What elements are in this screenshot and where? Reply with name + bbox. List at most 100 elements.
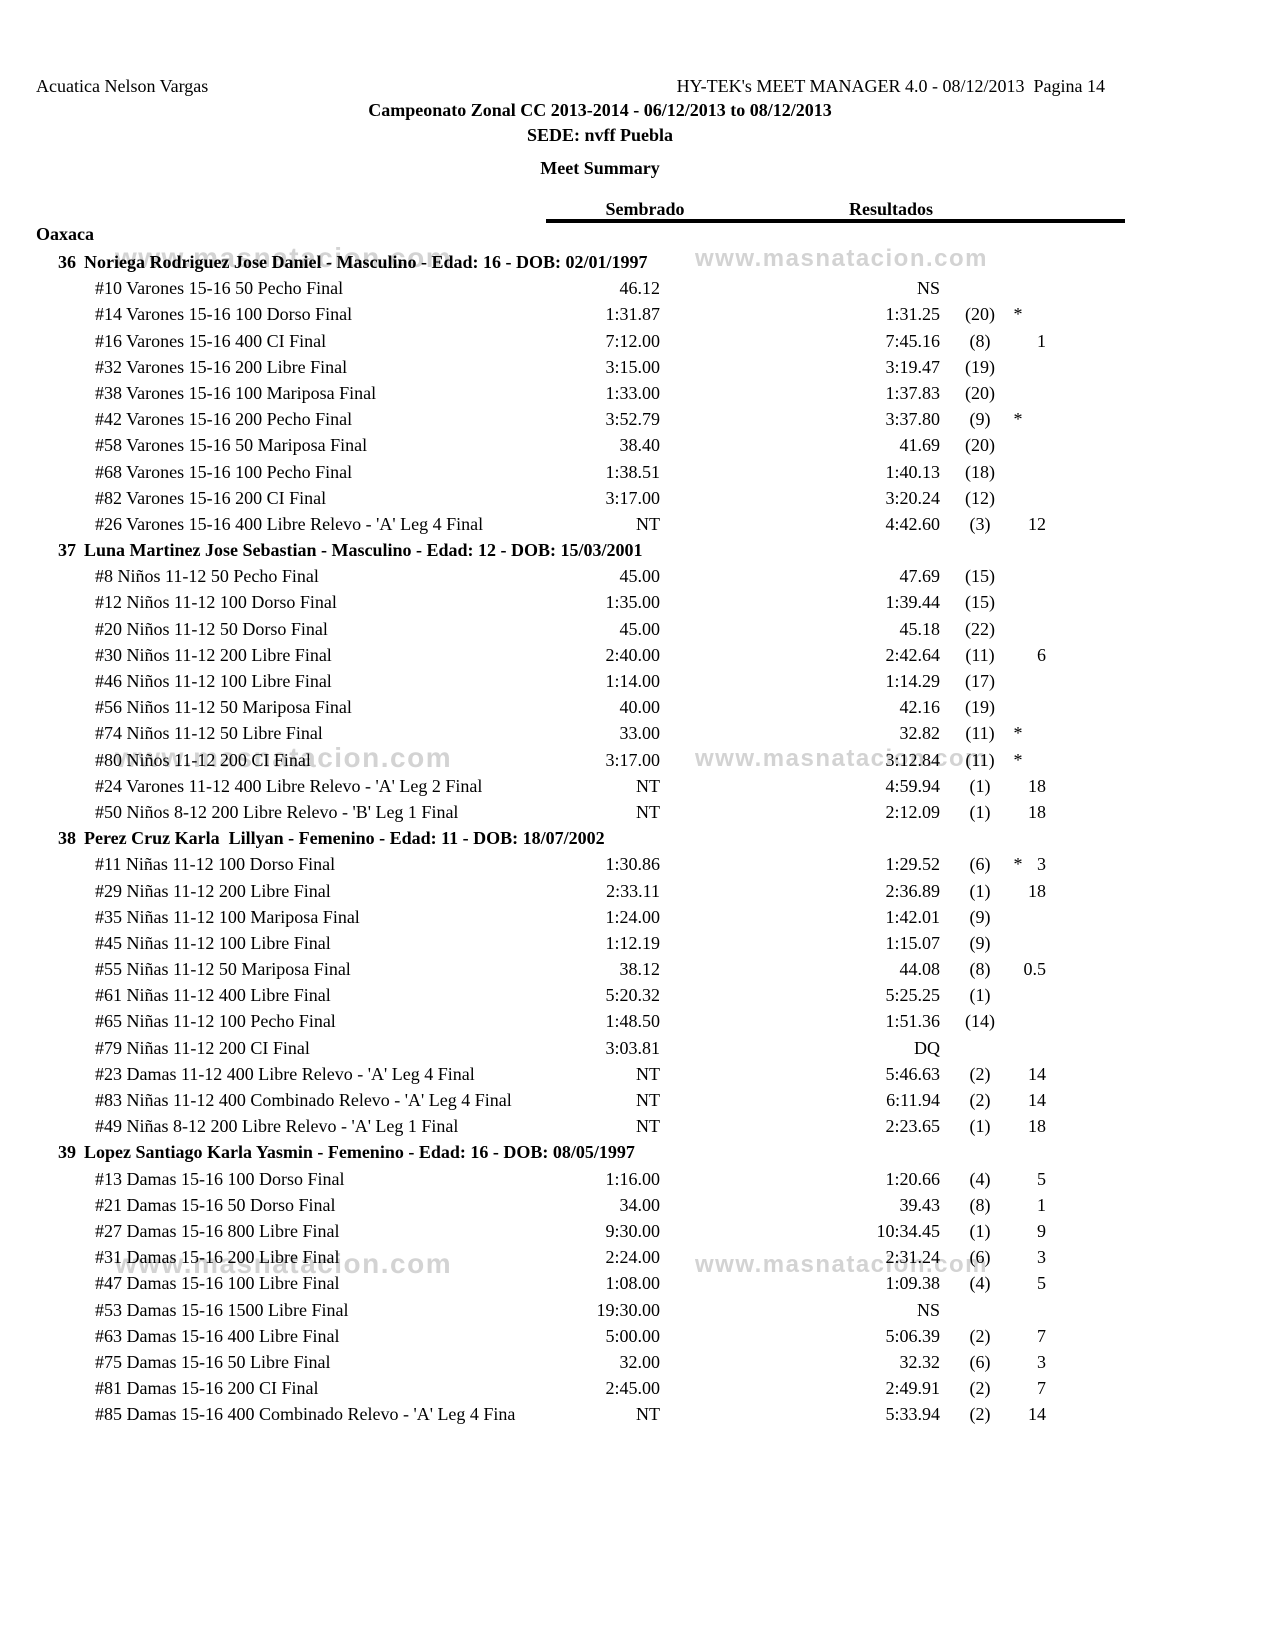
place: (2): [969, 1378, 991, 1399]
seed-time: NT: [636, 513, 660, 534]
seed-time: 7:12.00: [605, 330, 660, 351]
place: (2): [969, 1090, 991, 1110]
place: (1): [969, 985, 991, 1006]
points: 14: [1028, 1090, 1046, 1110]
team-name: Oaxaca: [36, 224, 94, 244]
result-time: 1:29.52: [885, 854, 940, 875]
event-row: #49 Niñas 8-12 200 Libre Relevo - 'A' Le…: [0, 1114, 1275, 1140]
record-flag: *: [1013, 723, 1023, 744]
seed-time: 1:08.00: [605, 1273, 660, 1294]
result-time: 1:40.13: [885, 461, 940, 482]
points: 18: [1028, 1116, 1046, 1137]
event-row: #11 Niñas 11-12 100 Dorso Final 1:30.86 1:…: [0, 852, 1275, 878]
swimmer-name: Perez Cruz Karla Lillyan - Femenino - Ed…: [84, 828, 605, 849]
event-row: #29 Niñas 11-12 200 Libre Final 2:33.11 2:…: [0, 879, 1275, 905]
result-time: 1:37.83: [885, 382, 940, 403]
result-time: 47.69: [899, 566, 941, 587]
event-row: #80 Niños 11-12 200 CI Final 3:17.00 3:12.…: [0, 748, 1275, 774]
seed-time: 2:33.11: [606, 880, 660, 901]
place: (20): [965, 304, 995, 325]
event-label: #63 Damas 15-16 400 Libre Final: [95, 1325, 340, 1346]
result-time: 2:23.65: [885, 1116, 940, 1137]
result-time: 41.69: [899, 435, 941, 456]
swimmer-name: Noriega Rodriguez Jose Daniel - Masculin…: [84, 252, 648, 272]
event-label: #56 Niños 11-12 50 Mariposa Final: [95, 697, 352, 718]
place: (11): [965, 644, 995, 665]
event-row: #16 Varones 15-16 400 CI Final 7:12.00 7:4…: [0, 329, 1275, 355]
seed-time: 1:30.86: [605, 854, 660, 875]
place: (15): [965, 566, 995, 587]
event-label: #23 Damas 11-12 400 Libre Relevo - 'A' L…: [95, 1063, 475, 1084]
points: 9: [1037, 1220, 1046, 1241]
result-time: 1:31.25: [885, 304, 940, 325]
seed-time: 46.12: [619, 278, 661, 299]
event-label: #12 Niños 11-12 100 Dorso Final: [95, 592, 337, 613]
points: 7: [1037, 1325, 1046, 1346]
event-label: #49 Niñas 8-12 200 Libre Relevo - 'A' Le…: [95, 1116, 459, 1137]
event-label: #20 Niños 11-12 50 Dorso Final: [95, 618, 328, 639]
seed-time: 3:17.00: [605, 749, 660, 770]
swimmer-number: 39: [58, 1142, 76, 1163]
event-row: #83 Niñas 11-12 400 Combinado Relevo - '…: [0, 1088, 1275, 1114]
result-time: 5:06.39: [885, 1325, 940, 1346]
place: (1): [969, 1116, 991, 1137]
event-label: #30 Niños 11-12 200 Libre Final: [95, 644, 332, 665]
column-header-seed: Sembrado: [605, 199, 685, 219]
seed-time: NT: [636, 1063, 660, 1084]
seed-time: 33.00: [619, 723, 661, 744]
result-time: 32.82: [899, 723, 941, 744]
result-time: 44.08: [899, 959, 941, 980]
swimmer-name: Luna Martinez Jose Sebastian - Masculino…: [84, 540, 643, 561]
place: (2): [969, 1404, 991, 1425]
place: (9): [969, 409, 991, 430]
report-title: Meet Summary: [540, 158, 660, 178]
seed-time: 34.00: [619, 1194, 661, 1215]
event-row: #10 Varones 15-16 50 Pecho Final 46.12 NS: [0, 276, 1275, 302]
column-header-results: Resultados: [848, 199, 933, 219]
event-row: #47 Damas 15-16 100 Libre Final 1:08.00 1:…: [0, 1271, 1275, 1297]
place: (1): [969, 1220, 991, 1241]
swimmer-header-row: 36 Noriega Rodriguez Jose Daniel - Mascul…: [0, 250, 1275, 276]
place: (3): [969, 513, 991, 534]
result-time: 5:25.25: [885, 985, 940, 1006]
event-row: #68 Varones 15-16 100 Pecho Final 1:38.51…: [0, 460, 1275, 486]
result-time: 3:37.80: [885, 409, 940, 430]
venue-line: SEDE: nvff Puebla: [526, 125, 674, 145]
swimmer-header-row: 38 Perez Cruz Karla Lillyan - Femenino - …: [0, 826, 1275, 852]
event-row: #14 Varones 15-16 100 Dorso Final 1:31.87…: [0, 302, 1275, 328]
event-label: #74 Niños 11-12 50 Libre Final: [95, 723, 323, 744]
seed-time: 3:03.81: [605, 1037, 660, 1058]
event-row: #81 Damas 15-16 200 CI Final 2:45.00 2:49.…: [0, 1376, 1275, 1402]
place: (17): [965, 671, 995, 691]
points: 18: [1028, 880, 1046, 901]
seed-time: NT: [636, 1116, 660, 1137]
event-label: #83 Niñas 11-12 400 Combinado Relevo - '…: [95, 1090, 512, 1110]
event-label: #58 Varones 15-16 50 Mariposa Final: [95, 435, 368, 456]
place: (6): [969, 1351, 991, 1372]
points: 6: [1037, 644, 1046, 665]
event-label: #81 Damas 15-16 200 CI Final: [95, 1378, 319, 1399]
event-label: #65 Niñas 11-12 100 Pecho Final: [95, 1011, 336, 1032]
event-row: #13 Damas 15-16 100 Dorso Final 1:16.00 1:…: [0, 1167, 1275, 1193]
seed-time: NT: [636, 775, 660, 796]
result-time: 45.18: [899, 618, 941, 639]
seed-time: 45.00: [619, 566, 661, 587]
event-label: #13 Damas 15-16 100 Dorso Final: [95, 1168, 345, 1189]
event-label: #8 Niños 11-12 50 Pecho Final: [95, 566, 319, 587]
result-time: 2:31.24: [885, 1247, 940, 1268]
result-time: 2:49.91: [885, 1378, 940, 1399]
result-time: 5:46.63: [885, 1063, 940, 1084]
points: 12: [1028, 513, 1046, 534]
points: 14: [1028, 1063, 1046, 1084]
event-row: #46 Niños 11-12 100 Libre Final 1:14.00 1:…: [0, 669, 1275, 695]
points: 18: [1028, 775, 1046, 796]
seed-time: 3:52.79: [605, 409, 660, 430]
place: (18): [965, 461, 995, 482]
results-table: 36 Noriega Rodriguez Jose Daniel - Mascul…: [0, 250, 1275, 1428]
result-time: 6:11.94: [886, 1090, 940, 1110]
event-row: #53 Damas 15-16 1500 Libre Final 19:30.00…: [0, 1298, 1275, 1324]
meet-title: Campeonato Zonal CC 2013-2014 - 06/12/20…: [368, 100, 832, 120]
place: (8): [969, 959, 991, 980]
event-label: #11 Niñas 11-12 100 Dorso Final: [95, 854, 336, 875]
